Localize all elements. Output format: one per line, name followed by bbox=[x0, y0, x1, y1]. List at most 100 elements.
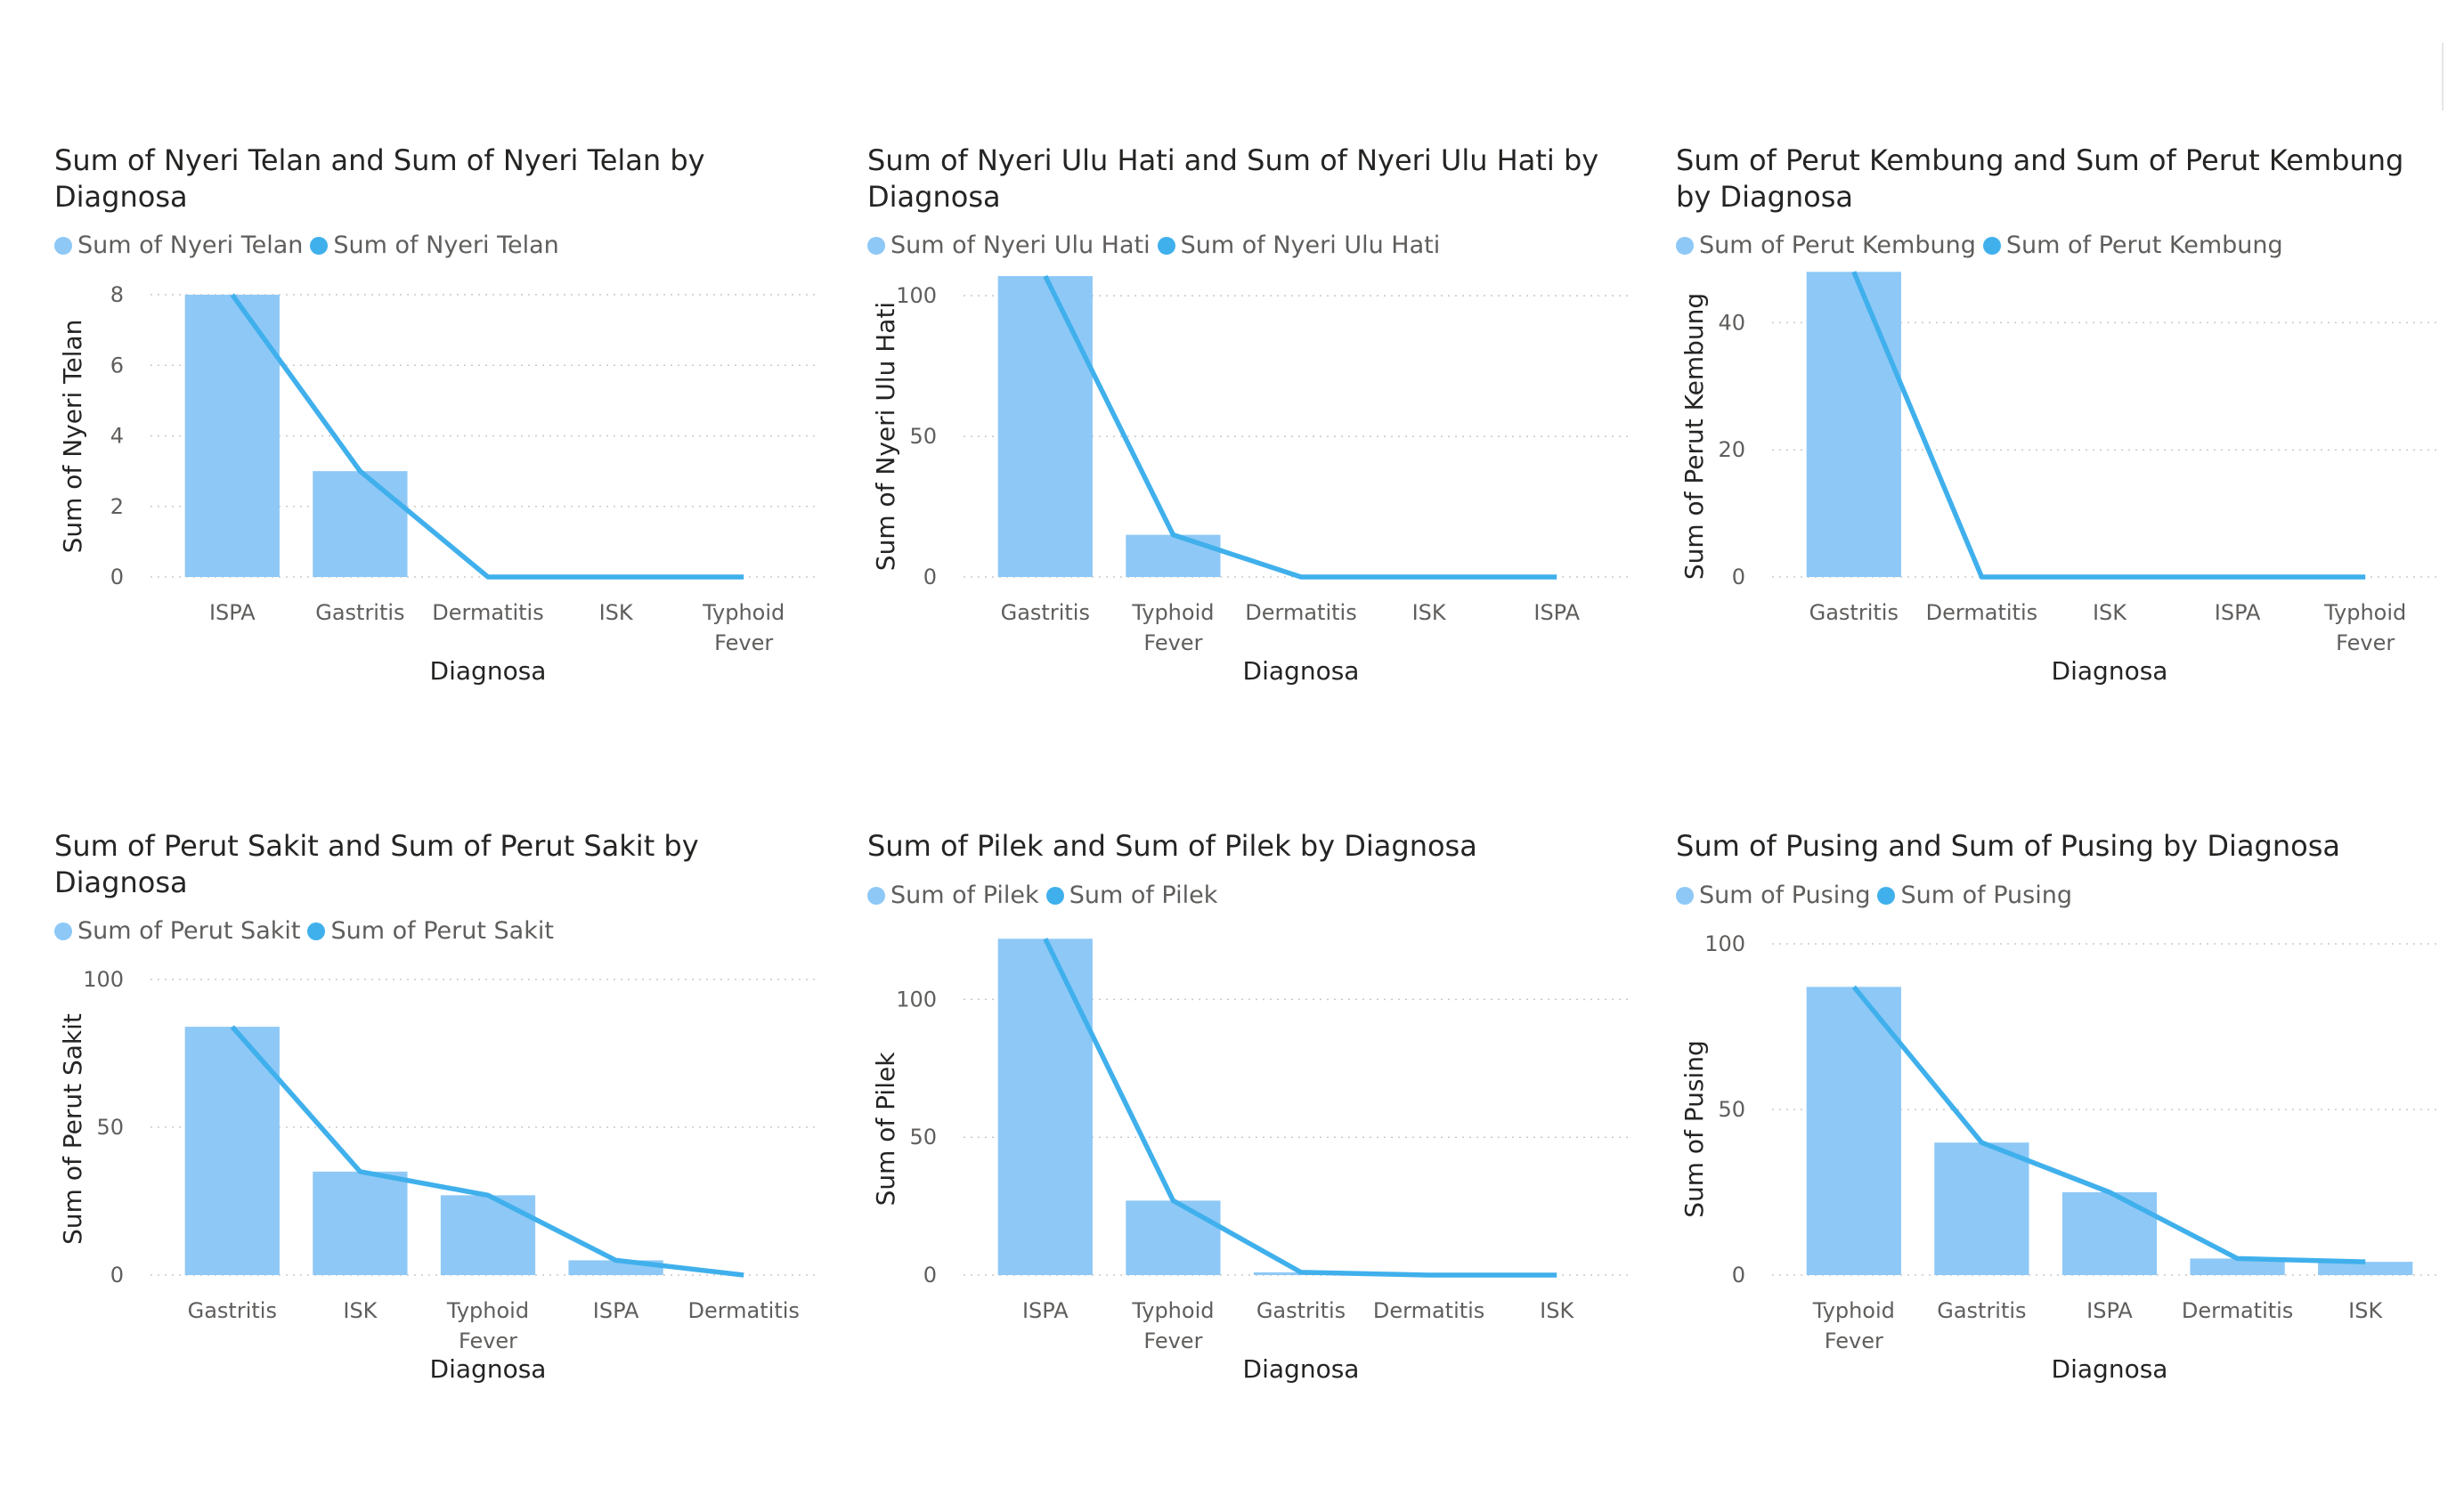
chart-plot: 0 20 40 Gastritis Dermatitis ISK ISPA Typhoid Fe… bbox=[1679, 271, 2438, 686]
y-axis-title: Sum of Perut Kembung bbox=[1679, 293, 1709, 580]
y-tick-label: 4 bbox=[110, 424, 124, 449]
chart-panel[interactable]: Sum of Perut Sakit and Sum of Perut Saki… bbox=[54, 828, 820, 1487]
legend-item[interactable]: Sum of Pilek bbox=[867, 882, 1039, 909]
legend-item[interactable]: Sum of Perut Kembung bbox=[1982, 232, 2283, 259]
y-tick-label: 0 bbox=[923, 565, 937, 589]
y-tick-label: 50 bbox=[1718, 1097, 1745, 1122]
legend-label: Sum of Perut Kembung bbox=[1699, 232, 1976, 259]
series-line bbox=[1851, 271, 2366, 580]
bar bbox=[997, 939, 1093, 1275]
chart-panel[interactable]: Sum of Nyeri Telan and Sum of Nyeri Tela… bbox=[54, 142, 820, 801]
legend-item[interactable]: Sum of Perut Kembung bbox=[1676, 232, 1976, 259]
legend-marker bbox=[867, 886, 885, 905]
x-tick-label: Typhoid Fever bbox=[446, 1298, 529, 1353]
chart-panel[interactable]: Sum of Pusing and Sum of Pusing by Diagn… bbox=[1676, 828, 2442, 1487]
chart-panel[interactable]: Sum of Perut Kembung and Sum of Perut Ke… bbox=[1676, 142, 2442, 801]
bar bbox=[997, 276, 1093, 577]
x-tick-label: Dermatitis bbox=[1926, 600, 2037, 625]
legend-marker bbox=[1045, 886, 1064, 905]
x-tick-label: ISPA bbox=[2215, 600, 2261, 625]
chart-title: Sum of Pusing and Sum of Pusing by Diagn… bbox=[1676, 829, 2340, 863]
legend-label: Sum of Nyeri Telan bbox=[333, 232, 559, 259]
x-tick-label: ISK bbox=[2348, 1298, 2383, 1323]
legend-item[interactable]: Sum of Nyeri Ulu Hati bbox=[867, 232, 1151, 259]
x-tick-label: Dermatitis bbox=[432, 600, 543, 625]
legend-label: Sum of Pilek bbox=[1069, 882, 1218, 909]
chart-plot: 0 50 100 Typhoid Fever Gastritis ISPA Dermatiti… bbox=[1679, 931, 2438, 1384]
legend-label: Sum of Pilek bbox=[890, 882, 1039, 909]
x-tick-label: Typhoid Fever bbox=[1131, 600, 1214, 655]
legend-label: Sum of Perut Kembung bbox=[2005, 232, 2283, 259]
legend-marker bbox=[1676, 886, 1694, 905]
bar bbox=[1806, 987, 1901, 1275]
x-tick-label: ISPA bbox=[593, 1298, 639, 1323]
chart-legend: Sum of Pusing Sum of Pusing bbox=[1676, 882, 2079, 911]
y-axis-title: Sum of Perut Sakit bbox=[58, 1013, 87, 1245]
series-line bbox=[230, 293, 744, 580]
chart-panel[interactable]: Sum of Nyeri Ulu Hati and Sum of Nyeri U… bbox=[867, 142, 1633, 801]
x-tick-label: Gastritis bbox=[1809, 600, 1899, 625]
legend-item[interactable]: Sum of Pusing bbox=[1877, 882, 2072, 909]
x-tick-label: Typhoid Fever bbox=[1131, 1298, 1214, 1353]
y-tick-label: 0 bbox=[110, 1263, 124, 1288]
legend-item[interactable]: Sum of Pusing bbox=[1676, 882, 1870, 909]
x-tick-label: ISPA bbox=[209, 600, 256, 625]
chart-title: Sum of Perut Kembung and Sum of Perut Ke… bbox=[1676, 143, 2404, 214]
series-line bbox=[1043, 274, 1557, 580]
bar bbox=[2190, 1258, 2285, 1275]
x-tick-label: Dermatitis bbox=[2182, 1298, 2293, 1323]
legend-item[interactable]: Sum of Nyeri Telan bbox=[54, 232, 303, 259]
y-tick-label: 50 bbox=[96, 1115, 124, 1140]
chart-legend: Sum of Pilek Sum of Pilek bbox=[867, 882, 1224, 911]
legend-marker bbox=[307, 922, 326, 940]
legend-label: Sum of Perut Sakit bbox=[330, 917, 554, 945]
legend-label: Sum of Pusing bbox=[1900, 882, 2072, 909]
x-tick-label: ISK bbox=[1540, 1298, 1574, 1323]
bar bbox=[1806, 272, 1901, 577]
legend-marker bbox=[54, 922, 72, 940]
legend-item[interactable]: Sum of Perut Sakit bbox=[54, 917, 300, 945]
legend-item[interactable]: Sum of Pilek bbox=[1045, 882, 1218, 909]
bar bbox=[1934, 1142, 2029, 1275]
y-tick-label: 100 bbox=[83, 967, 124, 992]
x-tick-label: ISK bbox=[343, 1298, 378, 1323]
x-tick-label: Dermatitis bbox=[687, 1298, 799, 1323]
legend-marker bbox=[54, 236, 72, 255]
series-line bbox=[230, 1025, 744, 1278]
x-tick-label: Typhoid Fever bbox=[702, 600, 785, 655]
legend-marker bbox=[867, 236, 885, 255]
x-tick-label: ISPA bbox=[1022, 1298, 1069, 1323]
y-tick-label: 50 bbox=[909, 1125, 937, 1150]
y-tick-label: 40 bbox=[1718, 310, 1745, 335]
y-tick-label: 100 bbox=[1704, 931, 1745, 956]
bar bbox=[313, 1171, 408, 1275]
y-axis-title: Sum of Pilek bbox=[871, 1052, 900, 1207]
y-tick-label: 2 bbox=[110, 494, 124, 519]
chart-legend: Sum of Perut Kembung Sum of Perut Kembung bbox=[1676, 232, 2290, 261]
x-tick-label: ISK bbox=[2093, 600, 2127, 625]
legend-item[interactable]: Sum of Nyeri Ulu Hati bbox=[1157, 232, 1440, 259]
y-tick-label: 0 bbox=[923, 1263, 937, 1288]
legend-marker bbox=[1157, 236, 1175, 255]
chart-plot: 0 50 100 Gastritis Typhoid Fever Dermatitis ISK… bbox=[871, 274, 1630, 686]
chart-title: Sum of Pilek and Sum of Pilek by Diagnos… bbox=[867, 829, 1477, 863]
x-axis-title: Diagnosa bbox=[430, 656, 547, 686]
bar bbox=[2318, 1262, 2413, 1275]
legend-label: Sum of Nyeri Telan bbox=[77, 232, 304, 259]
x-tick-label: ISPA bbox=[1533, 600, 1580, 625]
x-axis-title: Diagnosa bbox=[2052, 1354, 2168, 1384]
chart-panel[interactable]: Sum of Pilek and Sum of Pilek by Diagnos… bbox=[867, 828, 1633, 1487]
legend-marker bbox=[1676, 236, 1694, 255]
y-tick-label: 100 bbox=[896, 987, 937, 1012]
chart-title: Sum of Nyeri Telan and Sum of Nyeri Tela… bbox=[54, 143, 705, 214]
legend-label: Sum of Perut Sakit bbox=[77, 917, 301, 945]
y-tick-label: 8 bbox=[110, 282, 124, 307]
chart-legend: Sum of Perut Sakit Sum of Perut Sakit bbox=[54, 917, 561, 947]
chart-plot: 0 50 100 ISPA Typhoid Fever Gastritis Dermatiti… bbox=[871, 938, 1630, 1384]
chart-title: Sum of Perut Sakit and Sum of Perut Saki… bbox=[54, 829, 699, 899]
legend-item[interactable]: Sum of Nyeri Telan bbox=[310, 232, 559, 259]
x-tick-label: Gastritis bbox=[1001, 600, 1090, 625]
legend-item[interactable]: Sum of Perut Sakit bbox=[307, 917, 554, 945]
bar bbox=[1126, 1200, 1221, 1275]
x-tick-label: ISK bbox=[599, 600, 634, 625]
